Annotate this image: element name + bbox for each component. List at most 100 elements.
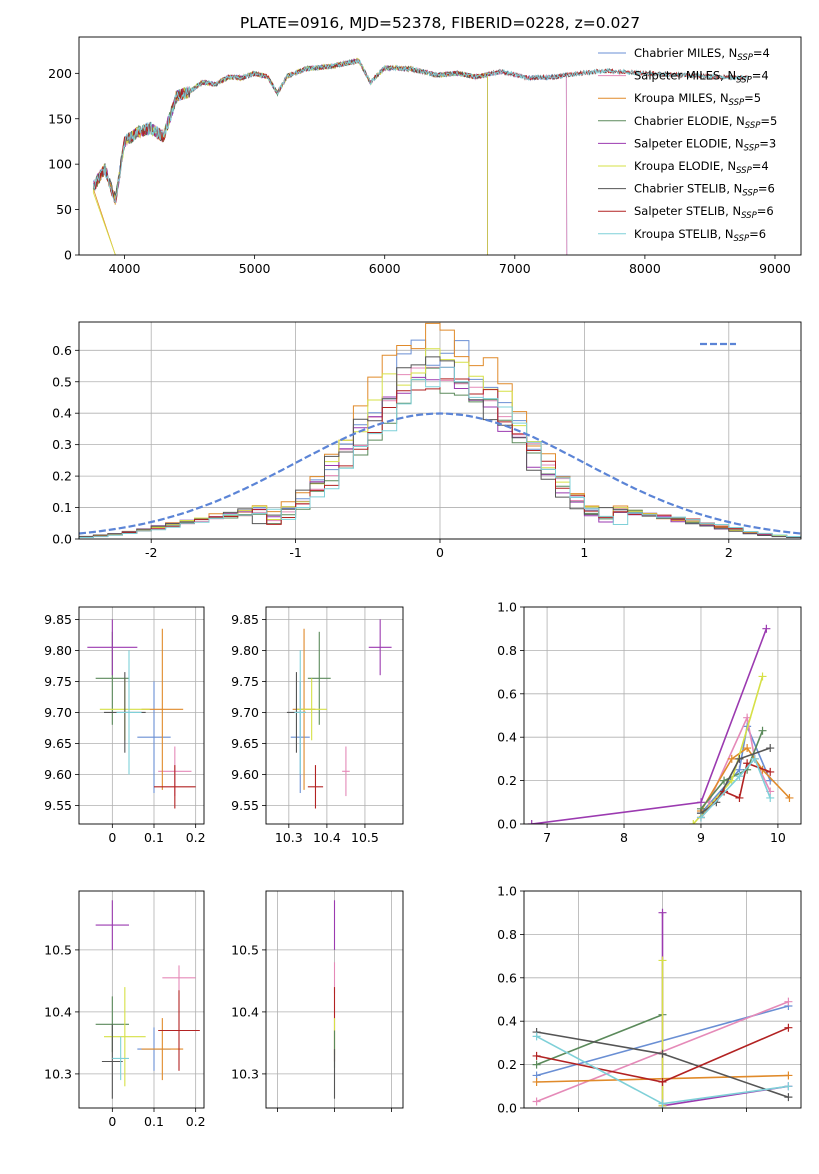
age-vs-Z-plot-area — [87, 619, 196, 809]
y-tick-label: 0.4 — [497, 1014, 517, 1029]
legend-subscript: SSP — [736, 76, 752, 86]
legend-subscript: SSP — [742, 189, 758, 199]
x-tick-label: 7000 — [499, 261, 531, 276]
x-tick-label: 10.5 — [351, 830, 379, 845]
legend-label: Chabrier ELODIE, N — [634, 114, 745, 128]
plus-marker — [696, 798, 705, 807]
x-tick-label: 1 — [580, 545, 588, 560]
mass-weight-vs-Z-panel: 0.0 0.2 0.4 0.6 0.8 1.0 — [497, 884, 802, 1116]
legend-subscript: SSP — [729, 98, 745, 108]
x-tick-label: 10.4 — [313, 830, 341, 845]
mass-vs-Z-plot-area — [95, 900, 200, 1099]
y-tick-label: 10.3 — [231, 1066, 259, 1081]
spectrum-line — [92, 59, 750, 204]
y-tick-label: 9.85 — [44, 612, 72, 627]
error-bar-point — [95, 900, 129, 950]
y-tick-label: 0.5 — [52, 374, 72, 389]
x-tick-label: 9 — [697, 830, 705, 845]
legend-subscript: SSP — [734, 234, 750, 244]
y-tick-label: 10.5 — [44, 942, 72, 957]
y-tick-label: 0.4 — [52, 406, 72, 421]
y-tick-label: 0.6 — [52, 343, 72, 358]
y-tick-label: 10.4 — [231, 1004, 259, 1019]
legend-count: =6 — [758, 182, 775, 196]
error-bar-point — [154, 765, 196, 809]
y-tick-label: 0.3 — [52, 437, 72, 452]
y-tick-label: 10.3 — [44, 1066, 72, 1081]
mass-weight-vs-age-plot-area — [527, 624, 794, 824]
error-bar-point — [162, 965, 196, 991]
plus-marker — [532, 1060, 541, 1069]
plus-marker — [758, 726, 767, 735]
y-tick-label: 0 — [64, 248, 72, 263]
legend-count: =5 — [744, 91, 761, 105]
legend-count: =5 — [760, 114, 777, 128]
y-tick-label: 0.0 — [497, 1101, 517, 1116]
legend-count: =4 — [752, 69, 769, 83]
plus-marker — [735, 754, 744, 763]
y-tick-label: 10.4 — [44, 1004, 72, 1019]
error-bar-point — [137, 681, 171, 793]
axes-frame — [78, 606, 205, 825]
y-tick-label: 0.6 — [497, 686, 517, 701]
axes-frame — [78, 321, 802, 540]
x-tick-label: -2 — [145, 545, 157, 560]
legend-entry: Salpeter STELIB, NSSP=6 — [634, 204, 774, 221]
plus-marker — [727, 754, 736, 763]
axes-frame — [265, 890, 404, 1109]
plus-marker — [766, 744, 775, 753]
y-tick-label: 1.0 — [497, 884, 517, 899]
spectrum-line — [92, 57, 488, 255]
spectrum-line — [92, 58, 488, 255]
histogram-series — [79, 366, 801, 539]
plus-marker — [532, 1051, 541, 1060]
error-bar-point — [104, 987, 146, 1087]
y-tick-label: 0.2 — [52, 469, 72, 484]
y-tick-label: 0.1 — [52, 500, 72, 515]
x-tick-label: 0 — [108, 1114, 116, 1129]
x-tick-label: 0.1 — [144, 830, 164, 845]
x-tick-label: 0.2 — [186, 1114, 206, 1129]
error-bar-point — [116, 650, 142, 775]
error-bar-point — [112, 1036, 129, 1081]
plus-marker — [658, 1077, 667, 1086]
plus-marker — [527, 820, 536, 824]
axes-frame — [523, 890, 802, 1109]
x-tick-label: 0 — [108, 830, 116, 845]
x-tick-label: 0 — [436, 545, 444, 560]
y-tick-label: 10.5 — [231, 942, 259, 957]
axes-frame — [78, 36, 802, 256]
mass-weight-line — [536, 1013, 663, 1066]
y-tick-label: 0.0 — [497, 817, 517, 832]
y-tick-label: 150 — [48, 111, 72, 126]
x-tick-label: 9000 — [759, 261, 791, 276]
y-tick-label: 9.60 — [44, 767, 72, 782]
y-tick-label: 0.0 — [52, 532, 72, 547]
legend-count: =6 — [749, 227, 766, 241]
legend-count: =6 — [757, 204, 774, 218]
plus-marker — [762, 624, 771, 633]
legend-label: Salpeter STELIB, N — [634, 204, 741, 218]
residuals-plot-area — [79, 322, 801, 539]
spectrum-panel: 4000 5000 6000 7000 8000 9000 0 50 100 150 200 Chab… — [48, 36, 802, 276]
legend-label: Salpeter ELODIE, N — [634, 136, 744, 150]
legend-label: Salpeter MILES, N — [634, 69, 736, 83]
legend-count: =3 — [759, 136, 776, 150]
plus-marker — [784, 1093, 793, 1102]
y-tick-label: 9.60 — [231, 767, 259, 782]
plus-marker — [784, 1023, 793, 1032]
y-tick-label: 9.65 — [231, 736, 259, 751]
legend-entry: Salpeter MILES, NSSP=4 — [634, 69, 769, 86]
error-bar-point — [368, 619, 392, 676]
y-tick-label: 50 — [56, 202, 72, 217]
y-tick-label: 200 — [48, 66, 72, 81]
plus-marker — [735, 772, 744, 781]
plus-marker — [720, 787, 729, 796]
plus-marker — [784, 1071, 793, 1080]
x-tick-label: 8 — [620, 830, 628, 845]
error-bar-point — [87, 619, 138, 676]
y-tick-label: 9.85 — [231, 612, 259, 627]
y-tick-label: 100 — [48, 157, 72, 172]
